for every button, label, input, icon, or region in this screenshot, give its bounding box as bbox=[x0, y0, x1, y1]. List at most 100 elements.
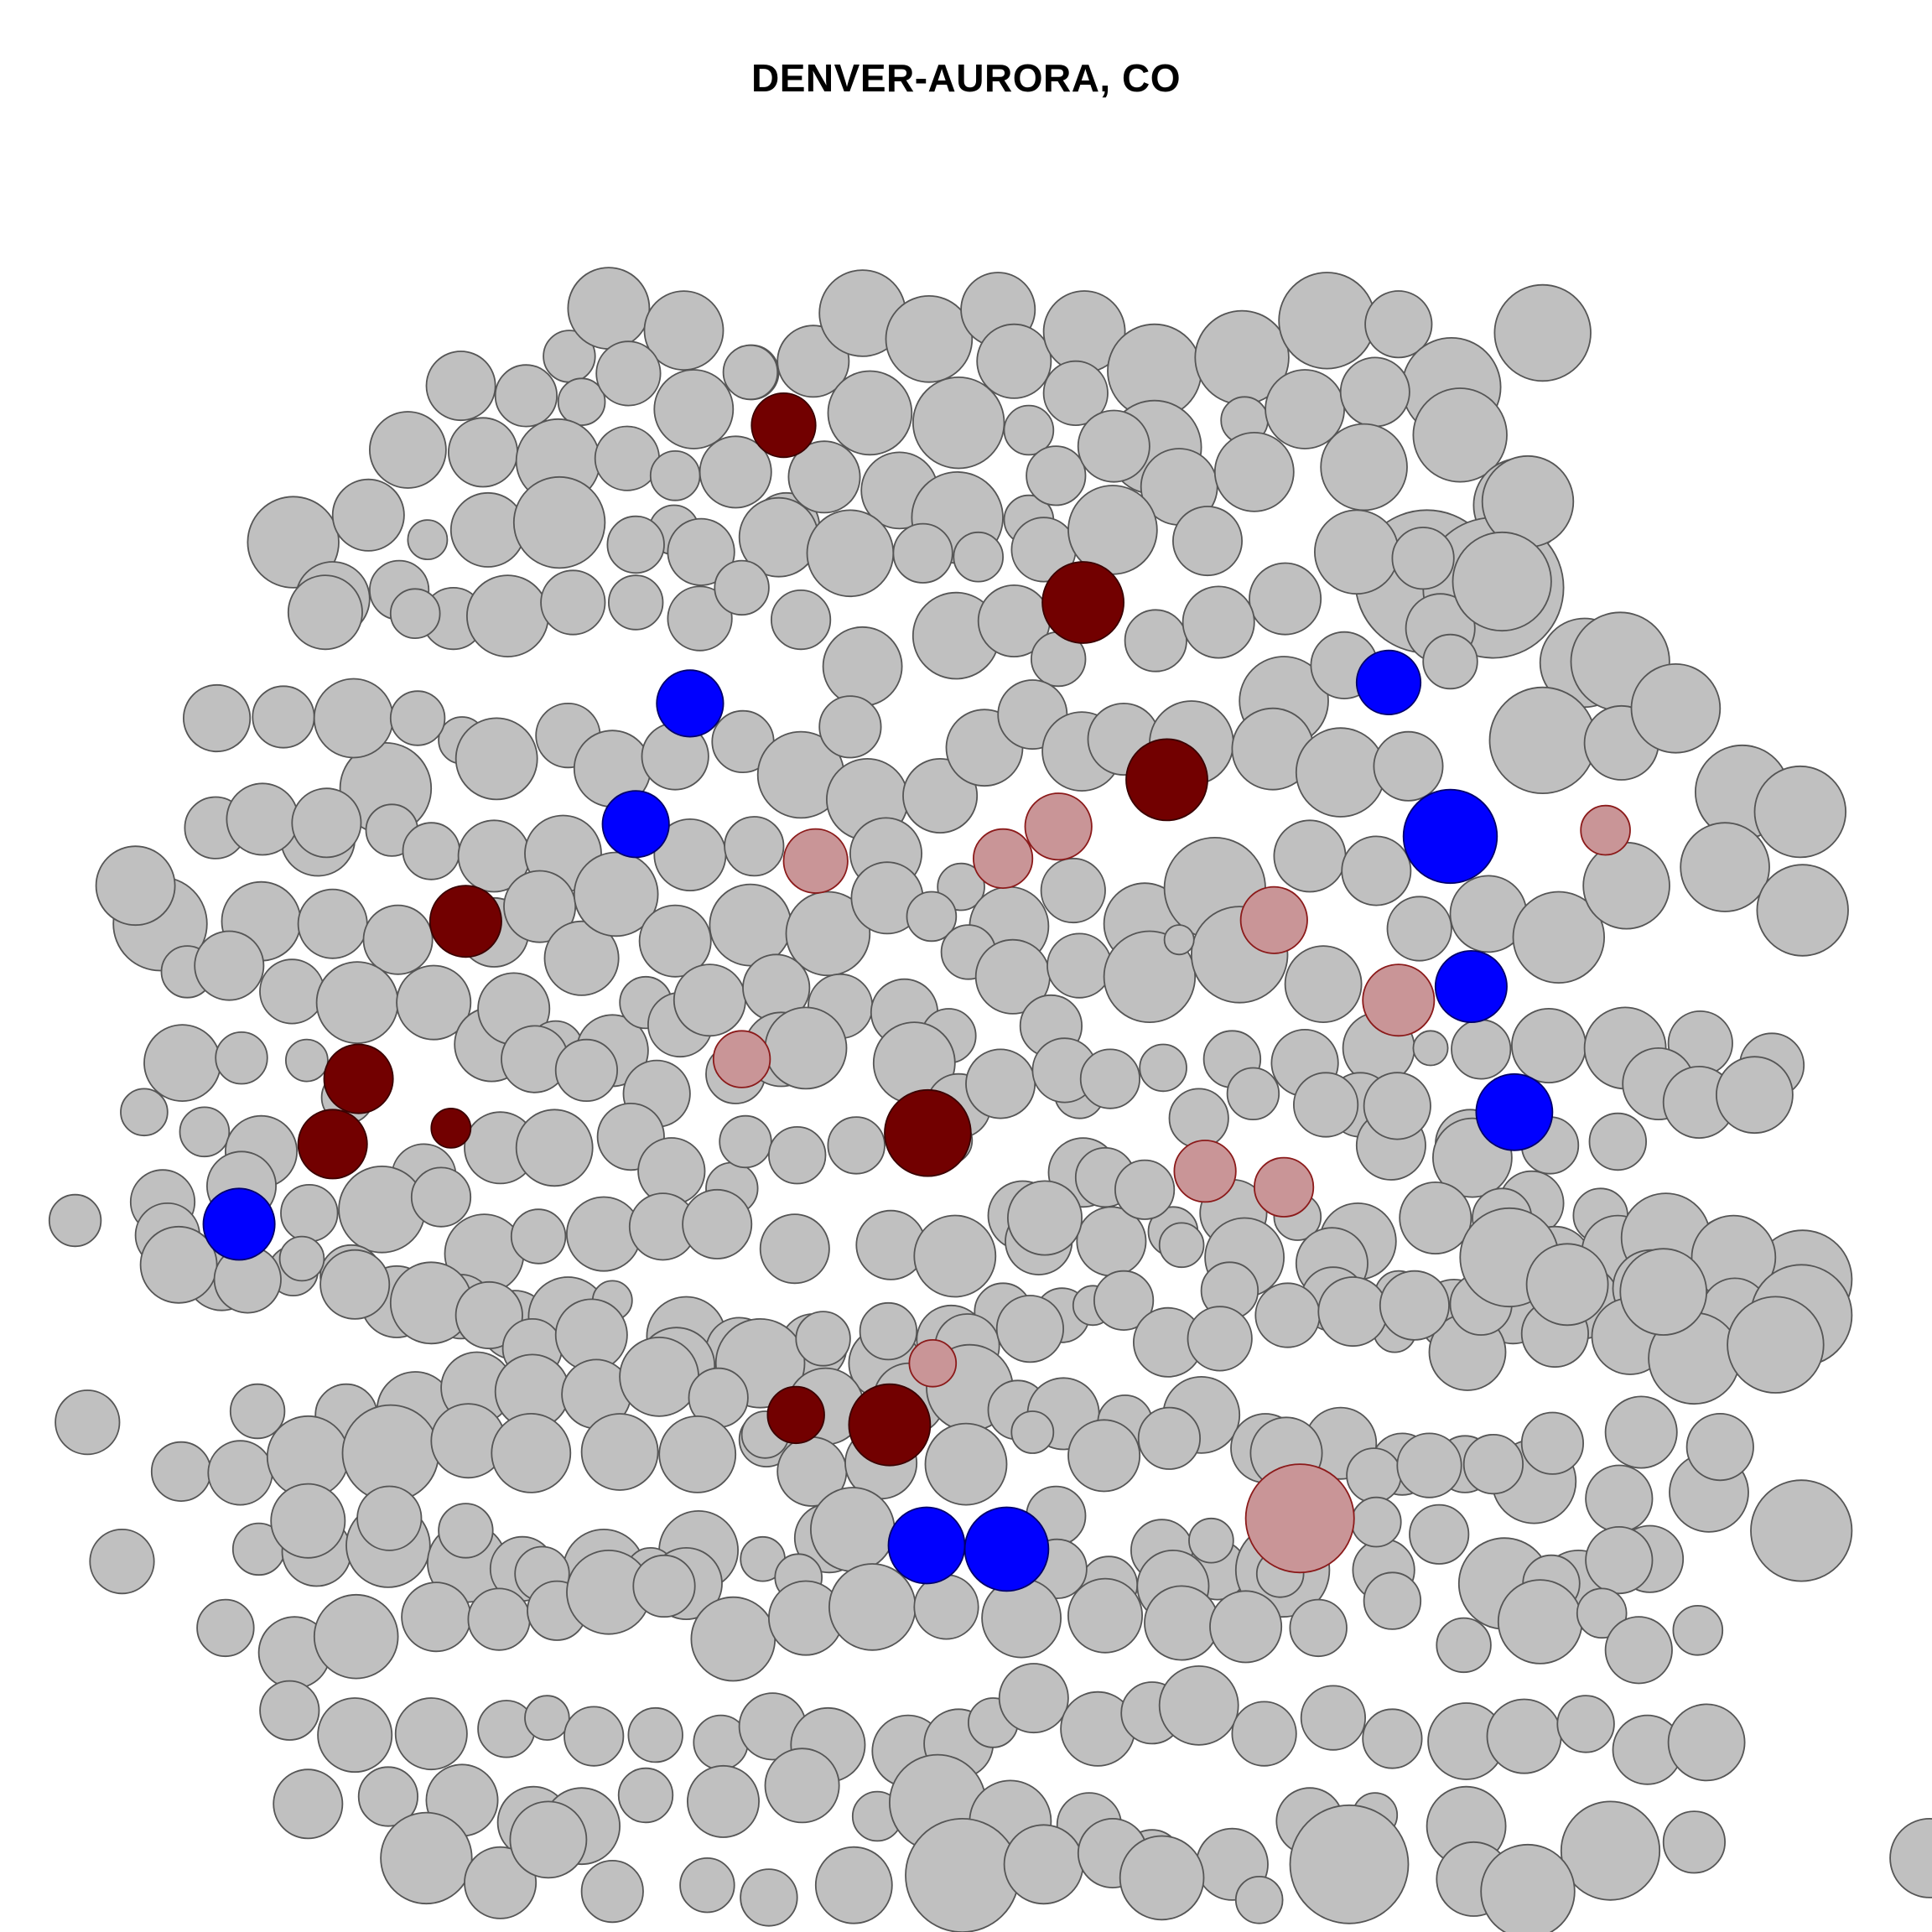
bubble-neutral bbox=[95, 845, 176, 927]
bubble-neutral bbox=[425, 351, 496, 422]
bubble-neutral bbox=[494, 364, 558, 428]
bubble-neutral bbox=[1273, 819, 1347, 893]
bubble-light-red bbox=[973, 828, 1034, 890]
bubble-neutral bbox=[512, 475, 606, 569]
bubble-neutral bbox=[331, 478, 405, 552]
bubble-neutral bbox=[764, 1006, 848, 1090]
bubble-neutral bbox=[1067, 1577, 1144, 1654]
bubble-neutral bbox=[1582, 841, 1670, 930]
bubble-neutral bbox=[1067, 485, 1158, 575]
bubble-neutral bbox=[1003, 1824, 1084, 1905]
bubble-neutral bbox=[1007, 1180, 1083, 1256]
bubble-neutral bbox=[1396, 1432, 1462, 1498]
bubble-neutral bbox=[467, 1587, 531, 1651]
bubble-neutral bbox=[1158, 1222, 1205, 1269]
bubble-neutral bbox=[1756, 864, 1849, 957]
bubble-neutral bbox=[722, 344, 779, 401]
bubble-neutral bbox=[1042, 360, 1109, 426]
bubble-neutral bbox=[1124, 609, 1187, 673]
bubble-neutral bbox=[806, 509, 895, 598]
bubble-neutral bbox=[1685, 1413, 1754, 1482]
bubble-neutral bbox=[1399, 1182, 1472, 1255]
bubble-neutral bbox=[89, 1529, 155, 1595]
bubble-neutral bbox=[1373, 730, 1444, 802]
bubble-neutral bbox=[892, 522, 953, 584]
bubble-neutral bbox=[1662, 1810, 1727, 1874]
bubble-neutral bbox=[1576, 1587, 1628, 1639]
bubble-neutral bbox=[1619, 1248, 1707, 1336]
bubble-neutral bbox=[719, 1114, 772, 1169]
bubble-neutral bbox=[1188, 1517, 1234, 1564]
bubble-light-red bbox=[1024, 792, 1093, 861]
bubble-neutral bbox=[795, 1311, 851, 1367]
bubble-neutral bbox=[653, 369, 735, 449]
bubble-neutral bbox=[229, 1383, 286, 1440]
bubble-neutral bbox=[1168, 1088, 1229, 1149]
bubble-neutral bbox=[905, 1818, 1021, 1932]
bubble-neutral bbox=[1289, 1598, 1348, 1658]
bubble-light-red bbox=[1244, 1463, 1355, 1574]
bubble-neutral bbox=[658, 1415, 737, 1493]
bubble-neutral bbox=[1452, 531, 1552, 632]
bubble-neutral bbox=[317, 1697, 393, 1774]
bubble-neutral bbox=[150, 1441, 212, 1503]
bubble-neutral bbox=[454, 1280, 523, 1350]
bubble-neutral bbox=[1412, 1030, 1449, 1067]
bubble-neutral bbox=[394, 1697, 468, 1771]
bubble-neutral bbox=[1363, 1571, 1422, 1630]
bubble-neutral bbox=[1493, 283, 1592, 382]
bubble-neutral bbox=[913, 1574, 979, 1640]
bubble-neutral bbox=[1139, 1043, 1187, 1093]
bubble-neutral bbox=[632, 1554, 696, 1618]
bubble-neutral bbox=[357, 1766, 418, 1827]
bubble-neutral bbox=[785, 891, 871, 977]
bubble-neutral bbox=[1226, 1067, 1280, 1120]
bubble-neutral bbox=[1409, 1504, 1470, 1565]
bubble-neutral bbox=[673, 963, 746, 1037]
bubble-blue bbox=[601, 790, 670, 859]
bubble-neutral bbox=[1231, 1701, 1297, 1767]
bubble-neutral bbox=[389, 690, 446, 746]
bubble-neutral bbox=[1079, 1048, 1141, 1109]
bubble-neutral bbox=[885, 294, 974, 383]
bubble-neutral bbox=[1320, 423, 1408, 512]
bubble-light-red bbox=[712, 1030, 771, 1088]
bubble-neutral bbox=[1119, 1835, 1205, 1921]
bubble-neutral bbox=[1093, 1270, 1155, 1332]
bubble-neutral bbox=[606, 515, 665, 574]
bubble-dark-red bbox=[1125, 738, 1208, 822]
bubble-neutral bbox=[1525, 1243, 1609, 1327]
bubble-neutral bbox=[1137, 1406, 1202, 1470]
bubble-neutral bbox=[524, 1695, 570, 1741]
bubble-neutral bbox=[554, 1038, 619, 1103]
bubble-neutral bbox=[913, 1214, 997, 1298]
bubble-neutral bbox=[1750, 1479, 1853, 1582]
bubble-neutral bbox=[207, 1440, 273, 1506]
bubble-neutral bbox=[139, 1225, 218, 1304]
bubble-light-red bbox=[782, 828, 849, 894]
bubble-light-red bbox=[1173, 1140, 1237, 1203]
bubble-neutral bbox=[338, 1166, 426, 1254]
bubble-neutral bbox=[466, 574, 549, 657]
bubble-neutral bbox=[1667, 1703, 1746, 1782]
bubble-neutral bbox=[814, 1846, 893, 1924]
bubble-neutral bbox=[48, 1193, 102, 1248]
bubble-neutral bbox=[902, 758, 979, 834]
bubble-neutral bbox=[1187, 1306, 1253, 1372]
bubble-neutral bbox=[679, 1857, 735, 1914]
bubble-neutral bbox=[270, 1483, 346, 1559]
bubble-neutral bbox=[1511, 1008, 1587, 1084]
bubble-neutral bbox=[438, 1503, 494, 1559]
bubble-neutral bbox=[759, 1213, 830, 1285]
bubble-neutral bbox=[291, 787, 362, 859]
bubble-dark-red bbox=[766, 1385, 825, 1445]
bubble-neutral bbox=[906, 891, 958, 943]
bubble-neutral bbox=[540, 569, 606, 636]
bubble-neutral bbox=[1497, 1579, 1583, 1665]
bubble-neutral bbox=[1163, 924, 1195, 956]
bubble-neutral bbox=[822, 626, 903, 707]
bubble-neutral bbox=[1715, 1056, 1794, 1135]
bubble-neutral bbox=[687, 1764, 761, 1838]
bubble-neutral bbox=[1412, 387, 1508, 483]
bubble-neutral bbox=[1341, 835, 1412, 906]
